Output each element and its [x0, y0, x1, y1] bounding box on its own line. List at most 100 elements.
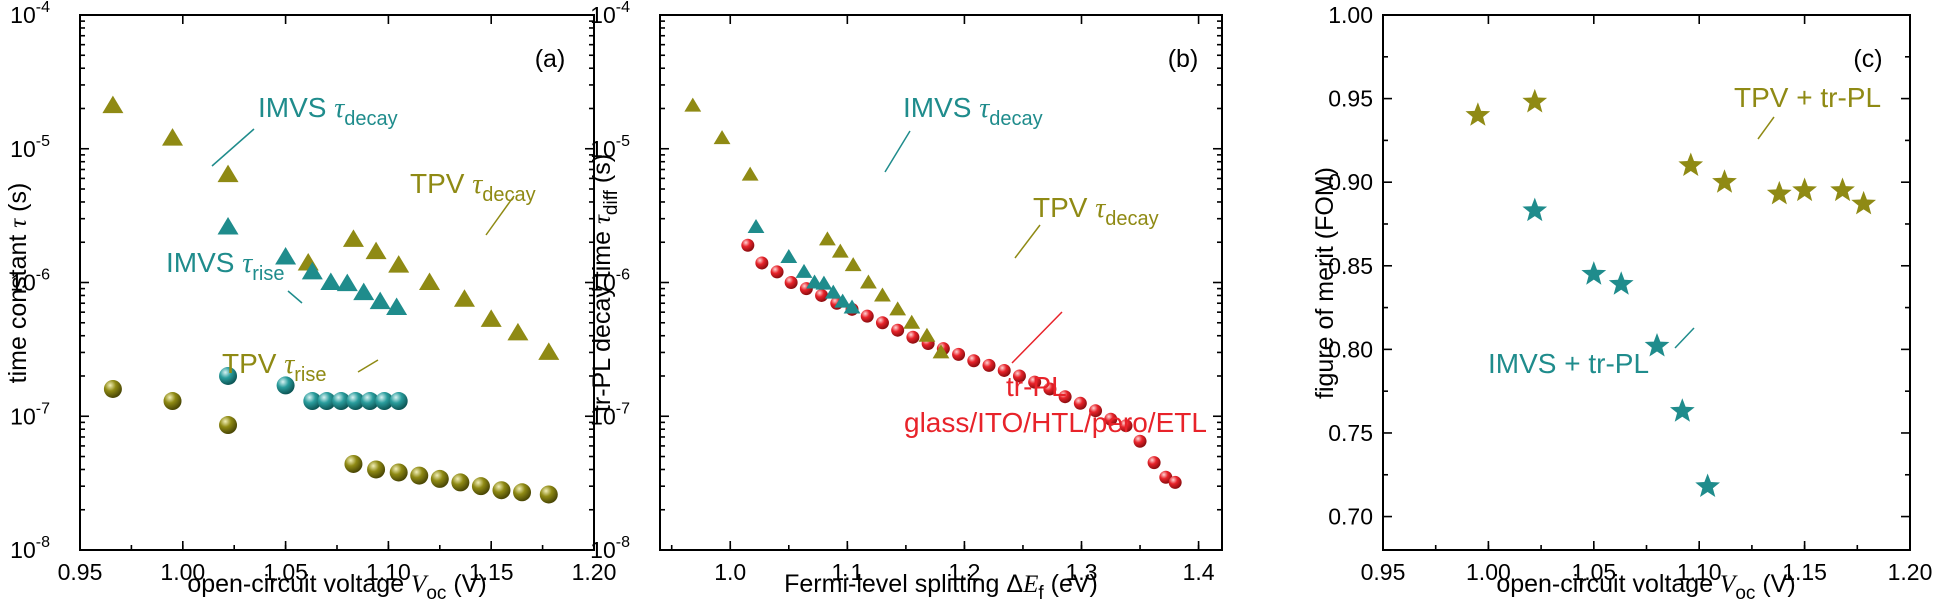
x-axis-title-b: Fermi-level splitting ΔEf (eV)	[784, 570, 1098, 604]
point-a-imvs-rise	[303, 392, 322, 411]
annotation-imvs-decay-b: IMVS τdecay	[903, 92, 1043, 130]
y-tick-label: 0.70	[1328, 504, 1373, 530]
y-axis-title-c: figure of merit (FOM)	[1311, 167, 1339, 399]
y-tick-label: 1.00	[1328, 2, 1373, 28]
point-b-tr-pl	[1012, 369, 1026, 383]
point-a-imvs-decay	[336, 273, 358, 292]
point-a-tpv-rise	[163, 392, 182, 411]
panel-label-c: (c)	[1853, 45, 1882, 73]
x-tick-label: 1.10	[1677, 559, 1722, 585]
annotation-tpv-decay-b: TPV τdecay	[1033, 192, 1159, 230]
point-a-imvs-decay	[369, 291, 391, 310]
annotation-trpl-b: tr-PL	[1006, 371, 1067, 402]
leader-tpv-rise-a	[357, 359, 379, 373]
point-c-imvs-tr-pl	[1644, 333, 1670, 357]
leader-imvs-trpl-c	[1674, 327, 1695, 349]
x-tick-label: 0.95	[1361, 559, 1406, 585]
point-a-tpv-rise	[451, 473, 470, 492]
point-a-imvs-rise	[317, 392, 336, 411]
panel-label-a: (a)	[535, 45, 566, 73]
point-c-tpv-tr-pl	[1678, 152, 1704, 176]
leader-tpv-decay-b	[1014, 224, 1041, 259]
point-b-imvs-decay	[747, 218, 765, 233]
point-b-tpv-decay	[918, 327, 936, 342]
y-tick-label: 10-7	[10, 400, 50, 429]
point-b-tr-pl	[1147, 456, 1161, 470]
y-tick-label: 10-4	[590, 0, 630, 28]
point-a-tpv-decay	[342, 229, 364, 247]
point-a-tpv-decay	[102, 95, 124, 114]
point-a-tpv-decay	[507, 322, 529, 341]
x-tick-label: 1.20	[1888, 559, 1933, 585]
y-tick-label: 10-8	[590, 534, 630, 563]
point-a-tpv-decay	[388, 255, 410, 273]
point-a-tpv-rise	[389, 463, 408, 482]
point-c-tpv-tr-pl	[1465, 102, 1491, 126]
point-b-tr-pl	[1043, 382, 1057, 396]
x-axis-title-a: open-circuit voltage Voc (V)	[187, 570, 486, 604]
point-c-imvs-tr-pl	[1608, 271, 1634, 295]
point-a-tpv-rise	[471, 477, 490, 496]
point-b-tr-pl	[1073, 396, 1087, 410]
point-c-imvs-tr-pl	[1695, 473, 1720, 497]
point-a-tpv-rise	[513, 483, 532, 502]
point-b-tpv-decay	[819, 231, 836, 246]
point-a-imvs-rise	[389, 392, 408, 411]
x-tick-label: 1.00	[1466, 559, 1511, 585]
y-tick-label: 10-8	[10, 534, 50, 563]
point-c-tpv-tr-pl	[1851, 190, 1876, 215]
annotation-imvs-trpl-c: IMVS + tr-PL	[1488, 348, 1649, 379]
annotation-tpv-rise-a: TPV τrise	[222, 348, 327, 386]
axis-ticks-b: 1.0 1.1 1.2 1.3 1.4 10-8 10-7 10-6 10-5 10-4	[590, 0, 1222, 585]
point-b-tr-pl	[1028, 375, 1042, 389]
x-tick-label: 1.05	[263, 559, 308, 585]
point-b-tr-pl	[1089, 404, 1103, 418]
axis-ticks-c: 0.95 1.00 1.05 1.10 1.15 1.20 0.70 0.75 0.80 0.85…	[1328, 2, 1932, 585]
point-a-imvs-rise	[346, 392, 365, 411]
annotation-imvs-rise-a: IMVS τrise	[166, 247, 285, 285]
point-b-tr-pl	[875, 316, 889, 330]
point-b-tr-pl	[982, 358, 996, 372]
leader-tpv-decay-a	[485, 195, 515, 236]
point-b-tr-pl	[952, 347, 966, 361]
point-a-tpv-decay	[538, 342, 560, 360]
y-tick-label: 10-4	[10, 0, 50, 28]
point-b-tr-pl	[1104, 412, 1118, 426]
x-tick-label: 1.1	[831, 559, 863, 585]
point-c-tpv-tr-pl	[1712, 169, 1737, 193]
point-b-tr-pl	[784, 276, 798, 289]
point-a-imvs-rise	[360, 392, 379, 411]
point-b-tr-pl	[741, 238, 755, 252]
y-tick-label: 0.75	[1328, 420, 1373, 446]
point-b-imvs-decay	[843, 299, 861, 314]
point-a-imvs-decay	[217, 216, 239, 235]
y-axis-title-a: time constant τ (s)	[4, 183, 32, 384]
point-a-tpv-decay	[419, 272, 441, 290]
point-b-tr-pl	[755, 256, 769, 270]
point-b-imvs-decay	[795, 263, 813, 278]
point-b-tr-pl	[997, 363, 1011, 377]
leader-imvs-decay-b	[884, 130, 911, 173]
point-b-tr-pl	[1119, 419, 1133, 433]
marks-a	[102, 95, 560, 504]
leader-imvs-decay-a	[211, 128, 255, 167]
point-a-tpv-rise	[344, 454, 363, 473]
x-tick-label: 1.15	[469, 559, 514, 585]
x-tick-label: 1.0	[714, 559, 746, 585]
x-tick-label: 1.20	[572, 559, 617, 585]
point-a-tpv-decay	[162, 128, 184, 146]
point-b-tr-pl	[770, 265, 784, 279]
point-b-imvs-decay	[824, 284, 842, 299]
y-tick-label: 10-7	[590, 400, 630, 429]
point-a-tpv-rise	[492, 481, 511, 500]
point-b-tr-pl	[860, 309, 874, 323]
point-c-imvs-tr-pl	[1522, 197, 1548, 222]
annotation-tpv-trpl-c: TPV + tr-PL	[1734, 82, 1881, 113]
y-tick-label: 0.80	[1328, 336, 1373, 362]
leader-tpv-trpl-c	[1757, 116, 1775, 140]
point-c-tpv-tr-pl	[1766, 180, 1792, 205]
y-tick-label: 0.90	[1328, 169, 1373, 195]
panel-label-b: (b)	[1168, 45, 1199, 73]
point-b-tpv-decay	[844, 257, 862, 272]
point-b-tr-pl	[967, 354, 981, 368]
